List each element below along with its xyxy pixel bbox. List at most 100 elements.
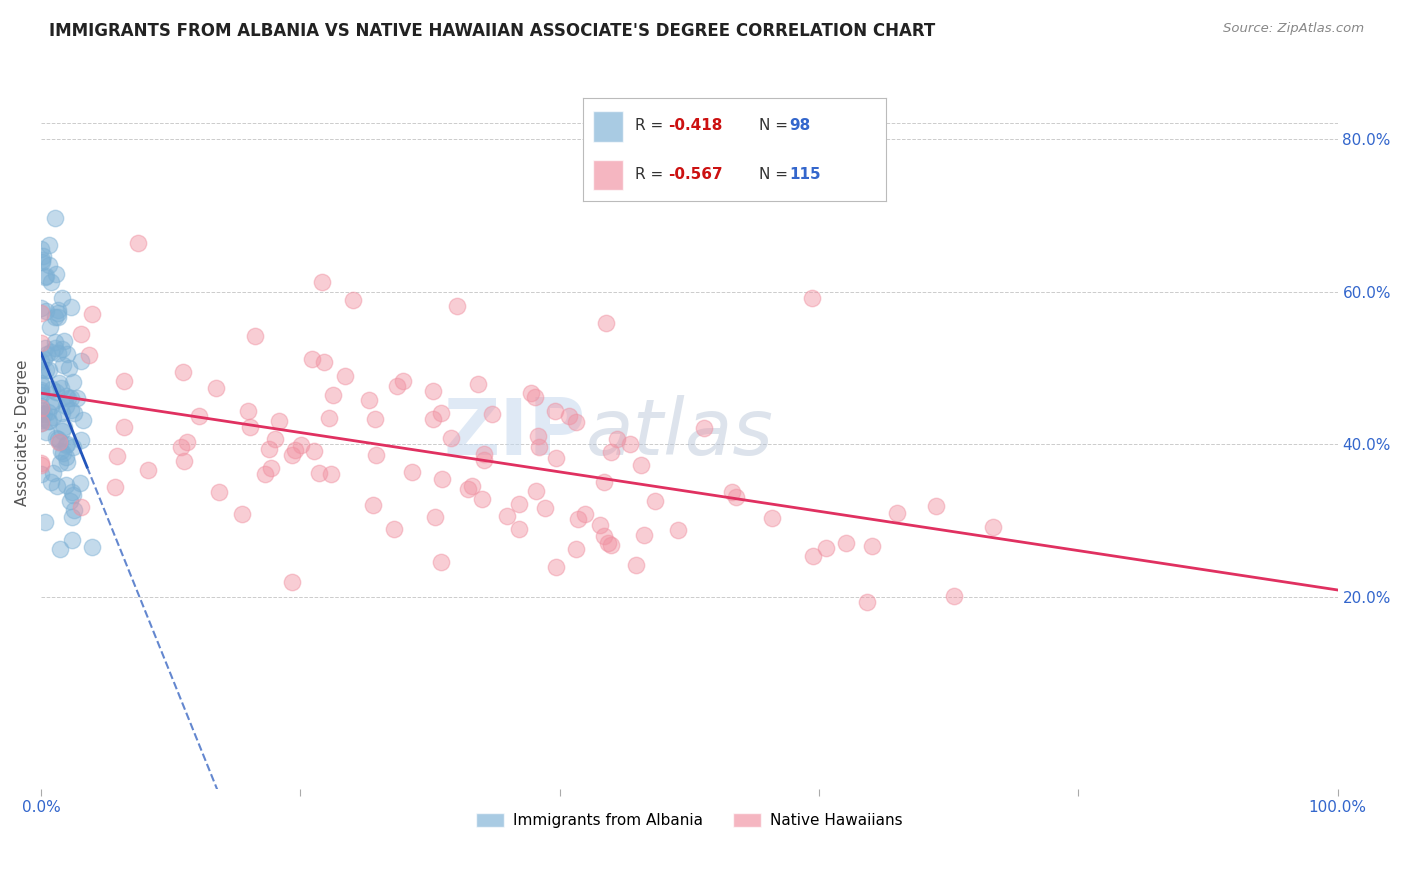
Point [55,399,77,413]
Text: R =: R = [636,119,668,133]
Point [322,388,344,402]
Point [606,433,628,447]
Bar [592,112,623,142]
Point [481,408,503,422]
Point [37,405,59,419]
Point [308,466,330,480]
Point [127,236,149,251]
Point [46,479,69,493]
Text: N =: N = [759,119,793,133]
Point [30,301,52,316]
Point [205,380,228,394]
Point [69,475,91,490]
Point [392,374,415,388]
Point [319,467,342,481]
Point [37,413,59,427]
Point [60,485,83,500]
Point [269,414,291,428]
Point [59,300,82,314]
Text: 98: 98 [789,119,810,133]
Point [280,574,302,589]
Point [46,306,69,320]
Point [35,303,58,318]
Point [619,437,641,451]
Point [46,310,69,325]
Point [34,407,56,421]
Point [30,335,52,350]
Point [30,456,52,470]
Point [62,488,84,502]
Point [856,595,879,609]
Point [544,404,567,418]
Point [82,307,104,321]
Point [56,347,79,361]
Point [51,342,73,356]
Point [30,406,52,420]
Point [523,391,546,405]
Point [31,255,53,269]
Point [58,391,80,405]
Point [49,444,72,458]
Point [44,211,66,225]
Point [886,506,908,520]
Point [136,463,159,477]
Point [48,435,70,450]
Point [30,384,52,399]
Point [173,454,195,468]
Point [39,345,62,359]
Point [32,352,55,367]
Point [357,393,380,408]
Point [446,299,468,313]
Point [318,411,340,425]
Point [589,517,612,532]
Point [34,269,56,284]
Point [70,354,93,368]
Point [56,437,79,451]
Point [496,508,519,523]
Point [208,485,231,500]
Point [422,412,444,426]
Point [66,391,89,405]
Point [924,499,946,513]
Point [440,431,463,445]
Point [472,446,495,460]
Point [666,524,689,538]
Text: 115: 115 [789,167,821,182]
Point [314,355,336,369]
Point [46,303,69,318]
Point [30,401,52,415]
Point [529,440,551,454]
Point [385,378,408,392]
Point [31,252,53,267]
Point [364,411,387,425]
Point [527,429,550,443]
Point [239,420,262,434]
Point [46,432,69,446]
Point [42,394,65,409]
Point [471,492,494,507]
Point [49,456,72,470]
Text: IMMIGRANTS FROM ALBANIA VS NATIVE HAWAIIAN ASSOCIATE'S DEGREE CORRELATION CHART: IMMIGRANTS FROM ALBANIA VS NATIVE HAWAII… [49,22,935,40]
Point [245,328,267,343]
Point [30,384,52,398]
Point [593,529,616,543]
Point [30,403,52,417]
Point [62,375,84,389]
Point [60,391,83,405]
Point [342,293,364,308]
Point [519,386,541,401]
Point [42,410,65,425]
Point [30,467,52,481]
Point [34,515,56,529]
Point [302,444,325,458]
Point [45,431,67,445]
Point [60,510,83,524]
Point [41,382,63,396]
Point [263,432,285,446]
Point [600,444,623,458]
Point [30,388,52,402]
Point [644,494,666,508]
Legend: Immigrants from Albania, Native Hawaiians: Immigrants from Albania, Native Hawaiian… [470,806,908,834]
Point [45,267,67,281]
Point [558,409,581,423]
